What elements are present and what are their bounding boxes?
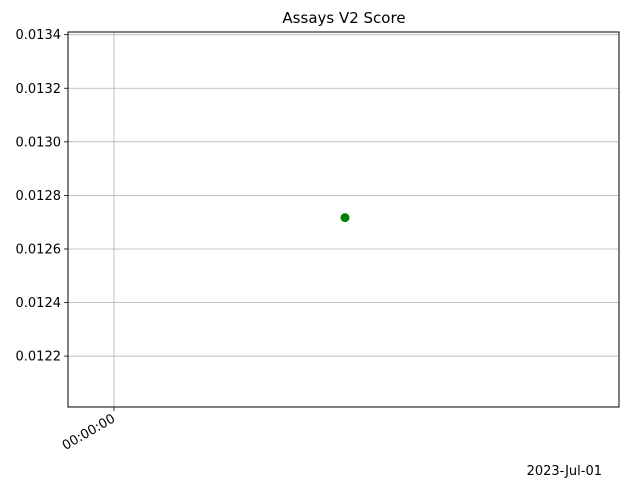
- chart-title: Assays V2 Score: [282, 9, 405, 27]
- x-axis: 00:00:00: [60, 407, 118, 454]
- y-tick-label: 0.0130: [16, 135, 62, 150]
- grid-lines: [68, 32, 619, 407]
- data-point: [340, 213, 350, 223]
- y-tick-label: 0.0126: [16, 242, 62, 257]
- y-tick-label: 0.0122: [16, 350, 62, 365]
- data-points: [340, 213, 350, 223]
- y-tick-label: 0.0132: [16, 82, 62, 97]
- y-tick-label: 0.0124: [16, 296, 62, 311]
- x-axis-offset-label: 2023-Jul-01: [527, 464, 602, 479]
- y-axis: 0.0122 0.0124 0.0126 0.0128 0.0130 0.0132 0.01…: [16, 28, 68, 365]
- plot-area: [67, 31, 620, 408]
- x-tick-label: 00:00:00: [60, 411, 118, 453]
- y-tick-label: 0.0134: [16, 28, 62, 43]
- y-tick-label: 0.0128: [16, 189, 62, 204]
